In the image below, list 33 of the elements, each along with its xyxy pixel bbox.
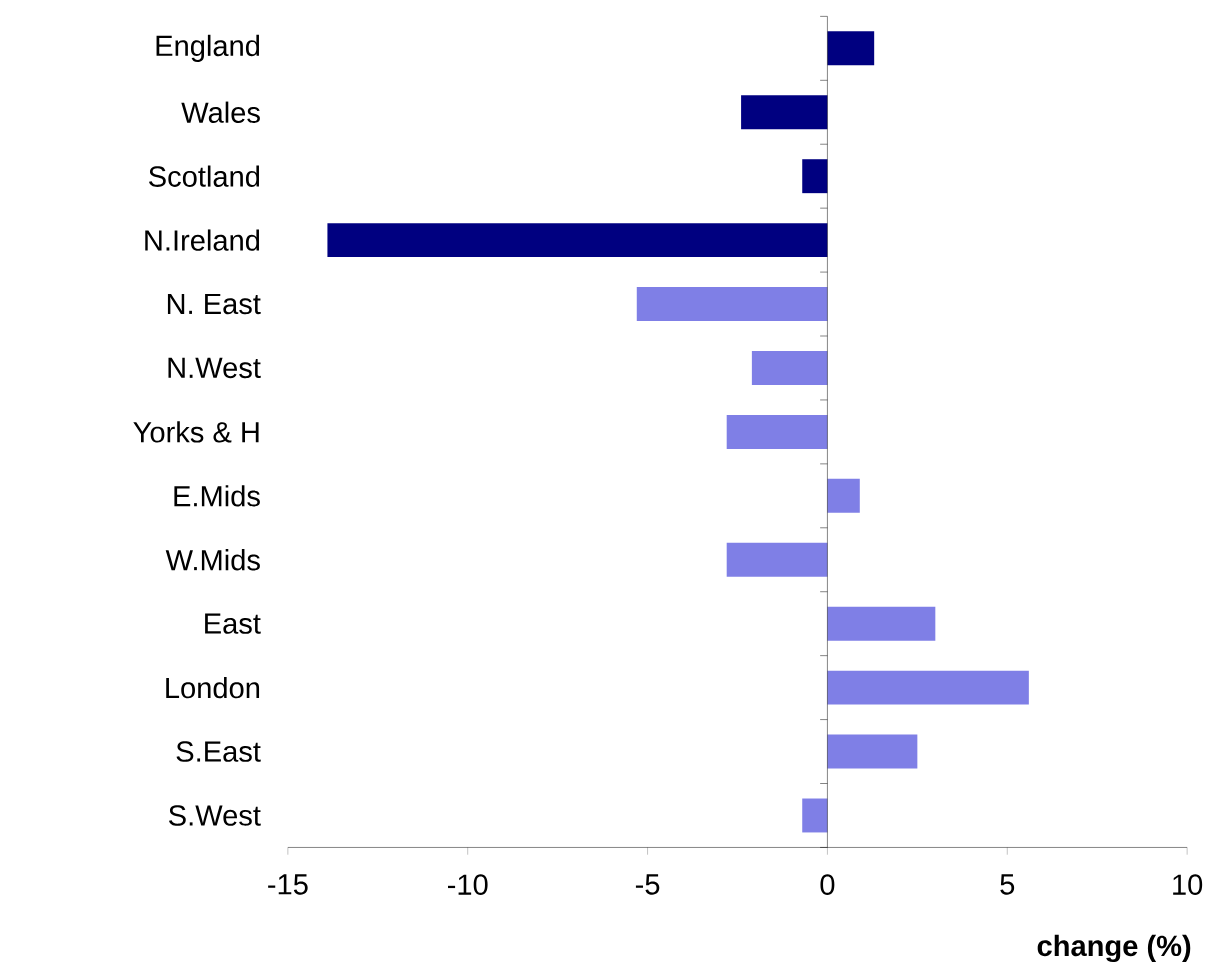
x-tick-label: -15 bbox=[268, 874, 308, 895]
bar bbox=[802, 798, 828, 833]
y-tick-label: Scotland bbox=[149, 165, 260, 187]
bar bbox=[741, 95, 828, 130]
x-tick-label: 10 bbox=[1173, 874, 1203, 895]
y-tick-label: E.Mids bbox=[174, 484, 260, 507]
y-tick-label: N. East bbox=[167, 293, 261, 314]
bar bbox=[827, 31, 875, 66]
y-tick-label: England bbox=[156, 34, 260, 62]
bar bbox=[726, 542, 828, 577]
x-tick-label: 5 bbox=[1000, 874, 1015, 895]
x-tick-label: 0 bbox=[820, 874, 835, 895]
bar bbox=[827, 734, 918, 769]
y-tick-label: Wales bbox=[181, 101, 260, 123]
bar bbox=[802, 159, 828, 193]
x-tick-label: -5 bbox=[635, 874, 660, 895]
y-tick-label: S.East bbox=[176, 741, 261, 762]
bar bbox=[827, 606, 936, 641]
bar bbox=[636, 286, 828, 321]
bar bbox=[751, 350, 828, 385]
bar bbox=[327, 222, 828, 257]
bar bbox=[827, 670, 1029, 705]
y-tick-label: W.Mids bbox=[165, 548, 260, 571]
bar bbox=[726, 414, 828, 449]
y-tick-label: N.West bbox=[168, 357, 261, 378]
y-tick-label: S.West bbox=[169, 804, 261, 826]
y-tick-label: N.Ireland bbox=[145, 229, 260, 251]
x-axis-title: change (%) bbox=[1037, 934, 1191, 962]
y-tick-label: London bbox=[166, 676, 260, 699]
x-tick-label: -10 bbox=[447, 874, 488, 895]
y-tick-label: East bbox=[205, 613, 261, 634]
y-tick-label: Yorks & H bbox=[133, 421, 259, 443]
bar bbox=[827, 478, 860, 513]
